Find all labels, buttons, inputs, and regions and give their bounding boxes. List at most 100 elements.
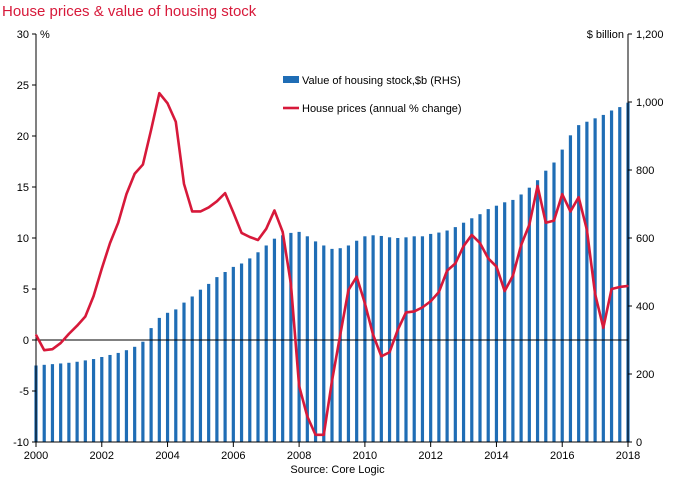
bar	[116, 352, 120, 442]
data-point	[92, 295, 95, 297]
bar	[322, 245, 326, 442]
bar	[486, 209, 490, 442]
bar	[42, 364, 46, 442]
bar	[494, 205, 499, 442]
data-point	[462, 245, 465, 247]
left-tick-label: 25	[17, 80, 29, 92]
data-point	[503, 290, 506, 292]
x-tick-label: 2018	[616, 450, 640, 462]
legend-label-house-prices: House prices (annual % change)	[302, 103, 462, 115]
legend: Value of housing stock,$b (RHS) House pri…	[283, 75, 462, 115]
data-point	[281, 231, 284, 233]
data-point	[240, 232, 243, 234]
data-point	[257, 239, 259, 241]
bar	[157, 317, 161, 442]
data-point	[544, 221, 547, 224]
bar	[420, 236, 425, 442]
data-point	[76, 324, 78, 327]
data-point	[59, 342, 62, 344]
left-tick-label: 10	[17, 233, 29, 245]
data-point	[553, 219, 555, 222]
data-point	[100, 267, 103, 270]
bar	[593, 118, 597, 442]
left-tick-label: 15	[17, 182, 29, 194]
data-point	[248, 236, 251, 238]
bar	[141, 341, 145, 442]
data-point	[355, 275, 358, 278]
left-tick-label: 30	[17, 29, 29, 41]
bar	[297, 231, 301, 442]
data-point	[68, 333, 70, 335]
x-tick-label: 2002	[90, 450, 114, 462]
data-point	[347, 289, 350, 291]
data-point	[158, 92, 161, 94]
x-tick-label: 2000	[24, 450, 48, 462]
bar	[511, 199, 515, 442]
line-series-house-prices	[34, 91, 629, 437]
bar	[223, 272, 227, 442]
data-point	[133, 172, 136, 175]
data-point	[273, 209, 276, 212]
data-point	[298, 385, 300, 387]
chart-title: House prices & value of housing stock	[2, 3, 257, 20]
data-point	[446, 269, 448, 272]
bar	[75, 361, 79, 442]
data-point	[479, 242, 481, 244]
data-point	[372, 334, 374, 336]
chart-source: Source: Core Logic	[290, 464, 385, 476]
bar	[50, 364, 55, 442]
bar	[215, 277, 219, 442]
data-point	[512, 274, 514, 277]
right-tick-label: 200	[636, 369, 654, 381]
right-tick-label: 1,000	[636, 97, 664, 109]
data-point	[322, 434, 325, 436]
bar	[59, 363, 63, 442]
bar	[552, 162, 556, 442]
bar	[305, 236, 309, 442]
bar	[124, 350, 129, 442]
bar	[371, 235, 375, 442]
bar	[149, 328, 153, 442]
bar	[108, 354, 112, 442]
data-point	[627, 285, 629, 287]
data-point	[199, 210, 202, 213]
bar	[445, 230, 449, 442]
data-point	[536, 185, 539, 187]
bar	[190, 296, 194, 442]
data-point	[470, 234, 473, 236]
data-point	[35, 334, 37, 336]
bar	[363, 236, 367, 442]
bar	[503, 202, 507, 442]
left-tick-label: -5	[19, 386, 29, 398]
data-point	[290, 283, 292, 285]
data-point	[43, 349, 46, 352]
bar	[100, 357, 104, 442]
bar	[429, 233, 433, 442]
data-point	[125, 193, 128, 195]
data-point	[405, 311, 407, 314]
bar	[338, 248, 342, 442]
right-tick-label: 800	[636, 165, 654, 177]
bar	[182, 302, 186, 442]
data-point	[339, 334, 342, 336]
bar	[527, 187, 531, 442]
data-point	[183, 183, 185, 185]
data-point	[174, 120, 177, 123]
data-point	[216, 200, 218, 203]
bar	[256, 252, 260, 442]
data-point	[166, 102, 169, 105]
legend-swatch-housing-stock	[283, 76, 299, 83]
data-point	[207, 206, 210, 209]
bar	[231, 266, 235, 442]
data-point	[610, 288, 613, 290]
bar	[174, 309, 178, 442]
data-point	[84, 315, 87, 318]
x-tick-label: 2006	[221, 450, 245, 462]
right-tick-label: 1,200	[636, 29, 664, 41]
bar	[330, 248, 334, 442]
x-tick-label: 2012	[418, 450, 442, 462]
bar	[609, 110, 614, 442]
bar	[165, 312, 170, 442]
data-point	[577, 196, 580, 198]
